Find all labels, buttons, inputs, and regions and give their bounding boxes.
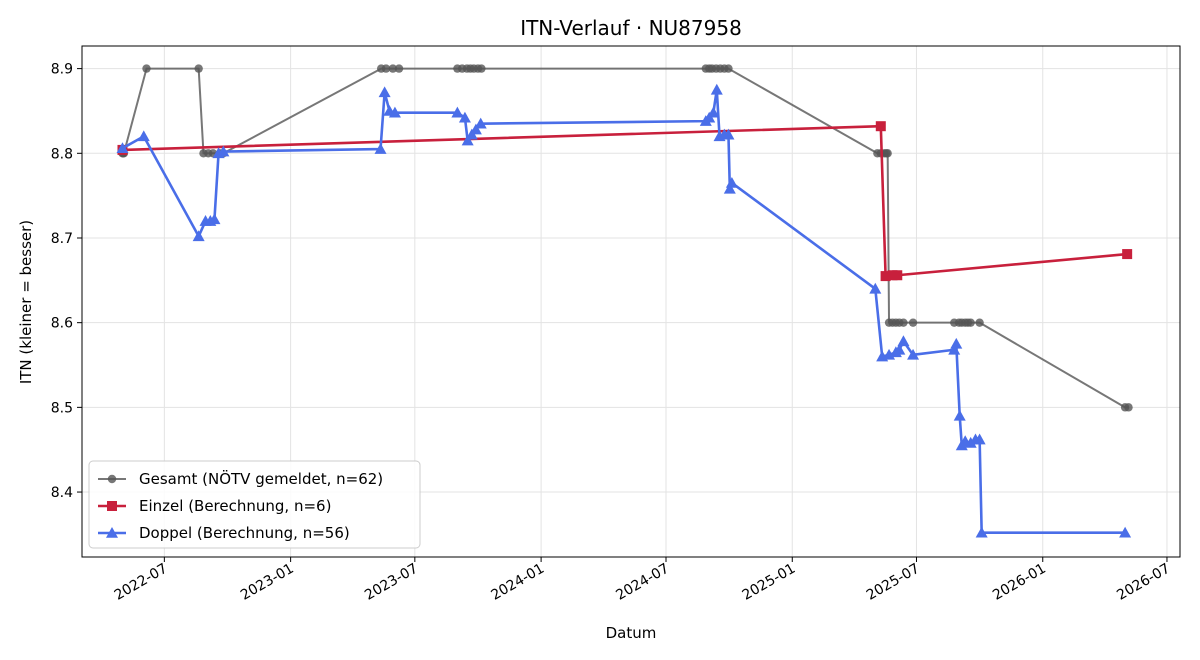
data-point [722, 128, 735, 140]
data-point [880, 271, 891, 282]
legend-box [88, 460, 421, 549]
data-point [907, 348, 920, 360]
legend-entry: Doppel (Berechnung, n=56) [98, 524, 350, 542]
series-doppel [116, 83, 1132, 538]
y-tick-label: 8.7 [51, 231, 73, 247]
legend-entry: Einzel (Berechnung, n=6) [98, 497, 331, 515]
data-point [892, 270, 903, 281]
data-point [966, 318, 975, 327]
data-point [908, 318, 918, 327]
series-gesamt [118, 64, 1133, 412]
data-point [217, 145, 230, 157]
legend-label: Doppel (Berechnung, n=56) [139, 524, 350, 542]
data-point [723, 182, 736, 194]
data-point [374, 143, 387, 154]
data-point [381, 64, 391, 73]
x-axis-label: Datum [606, 624, 657, 642]
data-point [142, 64, 151, 73]
data-point [474, 117, 487, 129]
data-point [869, 282, 882, 294]
data-point [116, 142, 129, 154]
y-tick-label: 8.5 [51, 400, 73, 416]
data-point [953, 409, 966, 421]
data-point [710, 83, 723, 95]
data-point [707, 106, 720, 118]
data-point [477, 64, 486, 73]
data-point [378, 86, 391, 98]
y-axis-label: ITN (kleiner = besser) [17, 220, 35, 384]
y-tick-label: 8.8 [51, 146, 73, 162]
y-tick-label: 8.9 [51, 62, 73, 78]
plot-frame [81, 45, 1181, 558]
legend-marker [106, 527, 118, 538]
data-point [461, 134, 474, 146]
chart-title: ITN-Verlauf · NU87958 [520, 16, 742, 40]
data-point [394, 64, 404, 73]
data-point [899, 318, 908, 327]
legend-entry: Gesamt (NÖTV gemeldet, n=62) [98, 469, 383, 488]
data-point [975, 318, 984, 327]
data-point [875, 121, 886, 132]
data-point [451, 106, 464, 118]
data-point [1119, 526, 1132, 538]
legend: Gesamt (NÖTV gemeldet, n=62) Einzel (Bere… [88, 460, 421, 549]
data-point [208, 213, 221, 225]
series-layer [116, 64, 1133, 538]
legend-label: Gesamt (NÖTV gemeldet, n=62) [139, 469, 383, 488]
data-point [950, 337, 963, 349]
legend-marker [107, 501, 117, 511]
data-point [883, 149, 892, 158]
data-point [388, 64, 398, 73]
data-point [1122, 249, 1133, 260]
data-point [948, 343, 961, 355]
legend-marker [107, 474, 117, 484]
grid [82, 46, 1180, 557]
y-tick-label: 8.6 [51, 316, 73, 332]
data-point [893, 343, 906, 355]
data-point [137, 130, 150, 142]
data-point [1124, 403, 1133, 412]
data-point [194, 64, 203, 73]
data-point [897, 335, 910, 347]
data-point [388, 106, 401, 118]
data-point [724, 64, 733, 73]
data-point [458, 111, 471, 123]
series-line [121, 88, 1126, 534]
data-point [975, 526, 988, 538]
data-point [973, 433, 986, 445]
data-point [469, 123, 482, 135]
legend-label: Einzel (Berechnung, n=6) [139, 497, 331, 515]
y-tick-label: 8.4 [51, 485, 73, 501]
data-point [725, 176, 738, 188]
data-point [192, 230, 205, 242]
